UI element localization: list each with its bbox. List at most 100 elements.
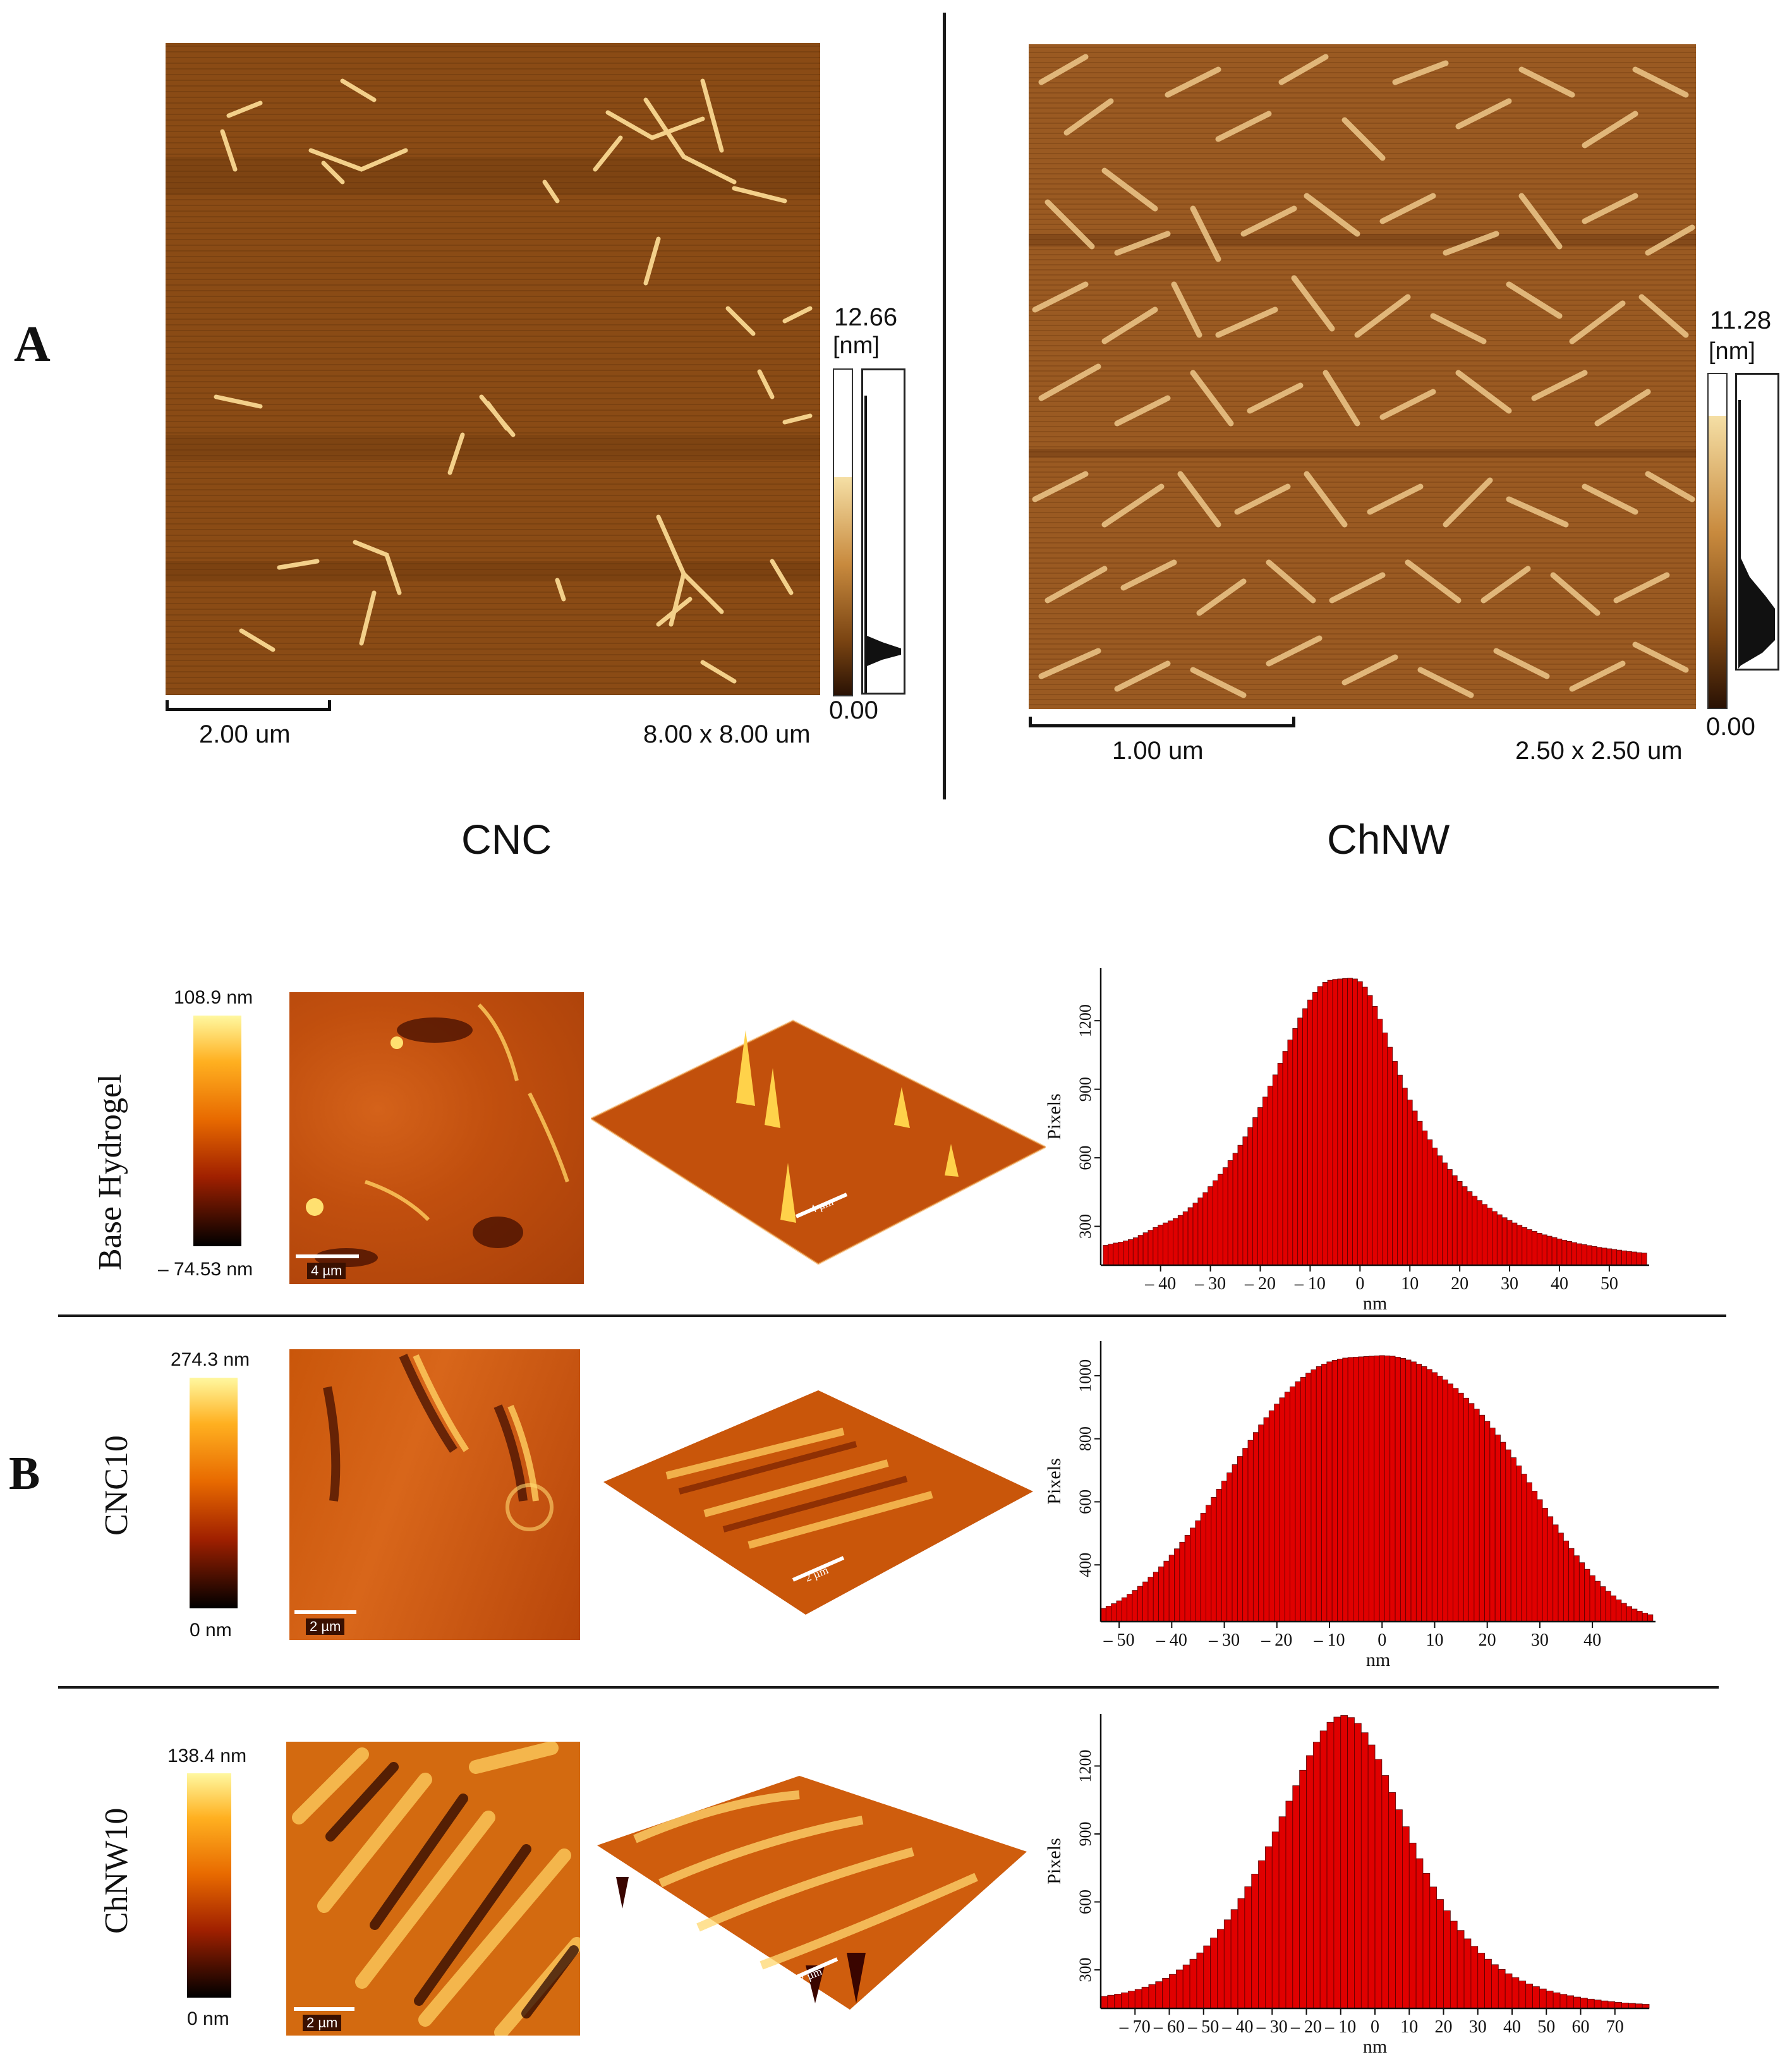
histogram-bar: [1566, 1241, 1573, 1266]
histogram-bar: [1211, 1497, 1217, 1622]
histogram-bar: [1227, 1160, 1233, 1266]
histogram-bar: [1299, 1770, 1307, 2009]
histogram-bar: [1573, 1555, 1580, 1622]
histogram-bar: [1477, 1953, 1486, 2009]
histogram-bar: [1121, 1597, 1128, 1622]
base-histogram: – 40 – 30 – 20 – 10 0 10 20 30 40 50 300 600 900 1200…: [1030, 961, 1674, 1314]
histogram-bar: [1532, 1986, 1540, 2009]
histogram-bar: [1527, 1229, 1532, 1266]
histogram-bar: [1591, 1246, 1597, 1266]
histogram-bar: [1421, 1366, 1427, 1622]
histogram-bar: [1197, 1197, 1204, 1266]
histogram-bar: [1447, 1169, 1453, 1266]
histogram-bar: [1553, 1524, 1559, 1622]
histogram-bar: [1470, 1946, 1479, 2009]
histogram-bar: [1367, 1744, 1376, 2009]
histogram-bar: [1463, 1938, 1472, 2009]
histogram-bar: [1326, 1721, 1335, 2009]
histogram-bar: [1127, 1991, 1135, 2009]
histogram-bar: [1616, 1600, 1622, 1622]
histogram-bar: [1292, 1785, 1300, 2009]
histogram-bar: [1174, 1548, 1180, 1622]
histogram-bar: [1450, 1921, 1458, 2009]
histogram-bar: [1616, 1249, 1623, 1266]
chnw10-afm-2d-image: 2 µm: [286, 1742, 580, 2036]
x-tick-label: – 10: [1314, 1630, 1345, 1650]
row-divider-2: [58, 1686, 1719, 1689]
chnw-size-label: 2.50 x 2.50 um: [1515, 737, 1683, 765]
histogram-bar: [1142, 1581, 1149, 1622]
histogram-bar: [1111, 1603, 1117, 1622]
histogram-bar: [1614, 2001, 1623, 2009]
cnc-size-label: 8.00 x 8.00 um: [643, 720, 811, 748]
histogram-bar: [1559, 1994, 1568, 2009]
histogram-bar: [1573, 1996, 1581, 2009]
x-tick-label: – 40: [1222, 2017, 1254, 2037]
histogram-bar: [1631, 1251, 1637, 1266]
y-tick-label: 800: [1076, 1426, 1094, 1451]
histogram-bar: [1374, 1759, 1383, 2009]
histogram-bar: [1580, 1998, 1588, 2009]
histogram-bar: [1525, 1983, 1533, 2009]
histogram-bar: [1202, 1192, 1209, 1266]
histogram-bar: [1551, 1237, 1558, 1266]
histogram-bar: [1105, 1606, 1112, 1622]
histogram-bar: [1347, 978, 1353, 1266]
cnc10-2d-scale-bar: [294, 1610, 356, 1614]
y-axis-label: Pixels: [1044, 1458, 1065, 1504]
histogram-bar: [1496, 1214, 1503, 1266]
histogram-bar: [1516, 1466, 1522, 1622]
histogram-bar: [1372, 1005, 1378, 1266]
histogram-bar: [1203, 1945, 1211, 2009]
histogram-bar: [1477, 1200, 1483, 1266]
histogram-bar: [1290, 1386, 1296, 1622]
chnw-height-histogram: [1735, 373, 1779, 671]
histogram-bar: [1123, 1241, 1129, 1266]
x-tick-label: 20: [1451, 1274, 1468, 1294]
row-label-base-hydrogel: Base Hydrogel: [92, 1074, 128, 1270]
histogram-bar: [1537, 1232, 1542, 1266]
histogram-bar: [1312, 992, 1318, 1266]
chnw10-histogram: – 70– 60– 50– 40– 30– 20– 10 0 10 20 30 40 50 6…: [1030, 1706, 1674, 2060]
x-tick-label: 20: [1479, 1630, 1496, 1650]
y-tick-label: 600: [1076, 1146, 1094, 1170]
histogram-bar: [1321, 1364, 1328, 1622]
histogram-bar: [1510, 1457, 1517, 1622]
row-label-cnc10: CNC10: [99, 1435, 135, 1536]
x-tick-label: – 10: [1324, 2017, 1356, 2037]
y-tick-label: 900: [1076, 1077, 1094, 1102]
histogram-bar: [1426, 1369, 1432, 1622]
histogram-bar: [1232, 1153, 1238, 1266]
histogram-bar: [1322, 982, 1328, 1266]
chnw-afm-image: [1029, 44, 1696, 709]
histogram-bar: [1379, 1355, 1385, 1622]
x-tick-label: 50: [1601, 1274, 1618, 1294]
base-colorbar-max: 108.9 nm: [174, 987, 253, 1008]
histogram-bar: [1505, 1449, 1511, 1622]
histogram-bar: [1175, 1969, 1184, 2009]
histogram-bar: [1621, 1603, 1627, 1622]
cnc10-colorbar: [190, 1378, 238, 1608]
histogram-bar: [1297, 1017, 1303, 1266]
histogram-bar: [1589, 1575, 1595, 1622]
histogram-bar: [1563, 1540, 1570, 1622]
histogram-bar: [1397, 1074, 1403, 1266]
histogram-bar: [1504, 1973, 1513, 2009]
histogram-bar: [1381, 1775, 1389, 2009]
cnc-caption: CNC: [461, 816, 552, 863]
histogram-bar: [1132, 1590, 1138, 1622]
chnw-scale-bar: [1029, 717, 1295, 727]
histogram-bar: [1247, 1127, 1254, 1266]
histogram-bar: [1522, 1227, 1528, 1266]
histogram-bar: [1408, 1842, 1417, 2009]
histogram-bar: [1148, 1984, 1156, 2009]
histogram-bar: [1374, 1356, 1380, 1622]
histogram-bar: [1221, 1481, 1228, 1622]
x-tick-label: – 30: [1256, 2017, 1288, 2037]
histogram-bar: [1232, 1464, 1238, 1622]
cnc10-colorbar-max: 274.3 nm: [171, 1349, 250, 1370]
x-tick-label: – 50: [1187, 2017, 1219, 2037]
histogram-bar: [1103, 1245, 1109, 1266]
x-tick-label: – 50: [1103, 1630, 1135, 1650]
histogram-bar: [1116, 1600, 1122, 1622]
